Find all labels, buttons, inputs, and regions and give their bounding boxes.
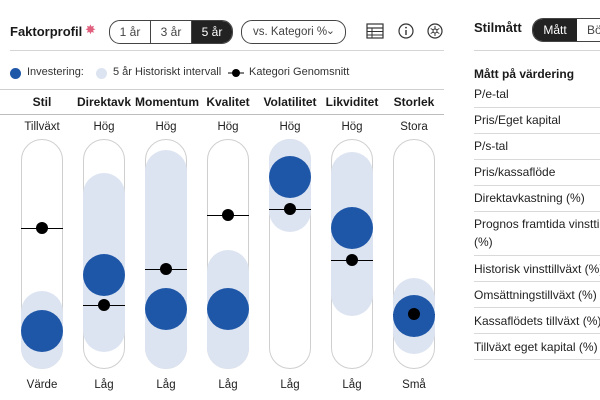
- factor-header-2: Momentum: [135, 95, 199, 109]
- factor-bottom-label-6: Små: [402, 379, 426, 391]
- metric-row-2: P/s-tal: [474, 139, 509, 153]
- column-header-divider: [0, 114, 444, 115]
- factor-investment-dot-0: [21, 310, 63, 353]
- factor-header-6: Storlek: [393, 95, 435, 109]
- factor-investment-dot-1: [83, 253, 125, 296]
- factor-bottom-label-0: Värde: [26, 379, 58, 391]
- factor-top-label-5: Hög: [341, 121, 363, 133]
- metric-row-divider: [474, 107, 600, 108]
- factor-investment-dot-2: [145, 287, 187, 330]
- factor-category-dot-0: [36, 221, 48, 234]
- metric-row-9: Kassaflödets tillväxt (%): [474, 314, 600, 328]
- style-metrics-title: Stilmått: [474, 20, 522, 35]
- metric-row-8: Omsättningstillväxt (%): [474, 288, 597, 302]
- range-legend-dot: [96, 68, 107, 79]
- factor-profile-title: Faktorprofil: [10, 24, 83, 39]
- style-metrics-toggle[interactable]: Mått Bö: [532, 18, 600, 42]
- investment-legend-label: Investering:: [27, 66, 84, 78]
- metric-row-divider: [474, 307, 600, 308]
- factor-category-dot-5: [346, 253, 358, 266]
- factor-bottom-label-2: Låg: [156, 379, 176, 391]
- factor-top-label-3: Hög: [217, 121, 239, 133]
- metric-row-divider: [474, 159, 600, 160]
- investment-legend-dot: [10, 68, 21, 79]
- compare-dropdown[interactable]: vs. Kategori % ⌄: [241, 20, 346, 44]
- metric-row-divider: [474, 281, 600, 282]
- factor-investment-dot-5: [331, 206, 373, 249]
- factor-investment-dot-3: [207, 287, 249, 330]
- metric-row-divider: [474, 133, 600, 134]
- factor-header-4: Volatilitet: [263, 95, 317, 109]
- metric-row-divider: [474, 359, 600, 360]
- period-toggle[interactable]: 1 år 3 år 5 år: [109, 20, 233, 44]
- metric-row-divider: [474, 185, 600, 186]
- factor-top-label-2: Hög: [155, 121, 177, 133]
- compare-dropdown-label: vs. Kategori %: [253, 26, 328, 38]
- factor-header-0: Stil: [32, 95, 52, 109]
- factor-category-dot-4: [284, 202, 296, 215]
- category-legend-label: Kategori Genomsnitt: [249, 66, 350, 78]
- factor-bottom-label-1: Låg: [94, 379, 114, 391]
- period-1y-button[interactable]: 1 år: [110, 21, 151, 43]
- range-legend-label: 5 år Historiskt intervall: [113, 66, 222, 78]
- style-metrics-divider: [474, 50, 600, 51]
- toggle-other-button[interactable]: Bö: [587, 23, 600, 37]
- factor-top-label-1: Hög: [93, 121, 115, 133]
- factor-top-label-6: Stora: [400, 121, 428, 133]
- valuation-section-title: Mått på värdering: [474, 67, 575, 81]
- period-3y-button[interactable]: 3 år: [151, 21, 192, 43]
- legend-divider: [0, 89, 444, 90]
- factor-header-1: Direktavk: [76, 95, 132, 109]
- factor-category-dot-1: [98, 298, 110, 311]
- period-5y-button[interactable]: 5 år: [192, 21, 232, 43]
- metric-row-0: P/e-tal: [474, 87, 509, 101]
- factor-header-5: Likviditet: [325, 95, 379, 109]
- toggle-matt-button[interactable]: Mått: [533, 19, 577, 41]
- category-legend-marker: [228, 69, 244, 77]
- factor-category-dot-6: [408, 308, 420, 321]
- metric-row-divider: [474, 333, 600, 334]
- metric-row-5: Prognos framtida vinsttill: [474, 217, 600, 231]
- metric-row-6: (%): [474, 235, 493, 249]
- metric-row-divider: [474, 255, 600, 256]
- factor-range-2: [145, 150, 187, 369]
- factor-category-dot-2: [160, 263, 172, 276]
- factor-top-label-4: Hög: [279, 121, 301, 133]
- table-icon[interactable]: [366, 22, 384, 40]
- factor-bottom-label-4: Låg: [280, 379, 300, 391]
- metric-row-1: Pris/Eget kapital: [474, 113, 561, 127]
- factor-investment-dot-4: [269, 155, 311, 198]
- metric-row-10: Tillväxt eget kapital (%): [474, 340, 598, 354]
- metric-row-7: Historisk vinsttillväxt (%): [474, 262, 600, 276]
- factor-category-dot-3: [222, 208, 234, 221]
- metric-row-divider: [474, 211, 600, 212]
- gear-icon[interactable]: ✸: [85, 22, 96, 37]
- info-icon[interactable]: [397, 22, 415, 40]
- factor-header-3: Kvalitet: [206, 95, 250, 109]
- chevron-down-icon: ⌄: [325, 25, 335, 37]
- header-divider: [10, 50, 444, 51]
- metric-row-3: Pris/kassaflöde: [474, 165, 556, 179]
- factor-bottom-label-5: Låg: [342, 379, 362, 391]
- factor-top-label-0: Tillväxt: [24, 121, 60, 133]
- settings-icon[interactable]: [426, 22, 444, 40]
- factor-bottom-label-3: Låg: [218, 379, 238, 391]
- metric-row-4: Direktavkastning (%): [474, 191, 585, 205]
